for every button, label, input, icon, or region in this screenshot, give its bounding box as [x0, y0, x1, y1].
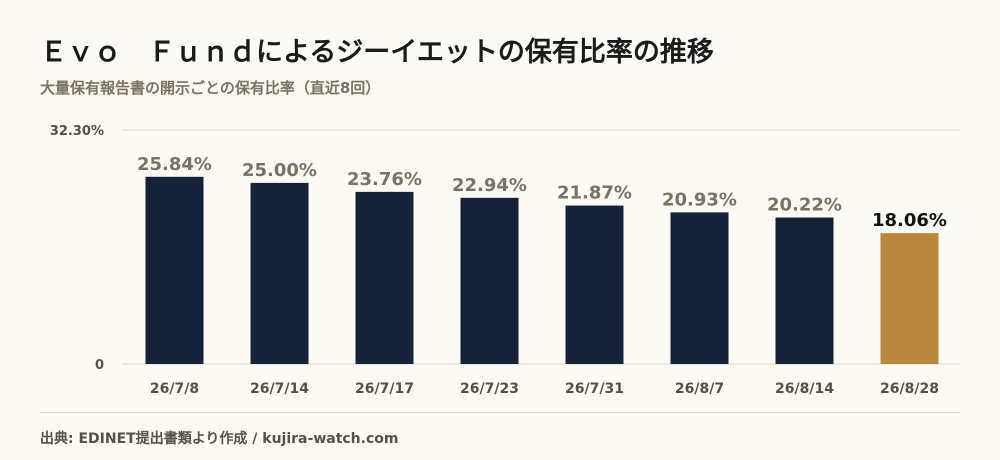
bar-value-label: 20.22%: [767, 195, 842, 216]
y-tick-label: 0: [95, 358, 104, 373]
bar-value-label: 23.76%: [347, 169, 422, 190]
bar: [565, 205, 624, 364]
source-divider: [40, 412, 960, 413]
bar: [355, 191, 414, 364]
bar: [250, 182, 309, 364]
x-tick-label: 26/7/14: [250, 381, 309, 397]
bar-value-label: 18.06%: [872, 210, 947, 231]
x-tick-label: 26/7/31: [565, 381, 624, 397]
x-tick-label: 26/7/23: [460, 381, 519, 397]
bar-value-label: 22.94%: [452, 175, 527, 196]
chart-title: Ｅｖｏ Ｆｕｎｄによるジーイエットの保有比率の推移: [40, 37, 714, 68]
x-tick-label: 26/8/28: [880, 381, 939, 397]
bar-value-label: 21.87%: [557, 183, 632, 204]
x-tick-label: 26/7/17: [355, 381, 414, 397]
bar: [460, 197, 519, 364]
bar-value-label: 25.84%: [137, 154, 212, 175]
x-tick-label: 26/8/14: [775, 381, 834, 397]
y-tick-label: 32.30%: [50, 124, 104, 139]
bar: [670, 212, 729, 364]
bar-layer: [145, 176, 939, 364]
bar-value-label: 25.00%: [242, 160, 317, 181]
bar: [880, 233, 939, 364]
source-note: 出典: EDINET提出書類より作成 / kujira-watch.com: [40, 431, 399, 447]
bar-value-label: 20.93%: [662, 189, 737, 210]
x-tick-label: 26/7/8: [150, 381, 199, 397]
bar: [145, 176, 204, 364]
label-layer: 32.30% 0 25.84% 26/7/8 25.00% 26/7/14 23.76% 26…: [50, 124, 947, 397]
chart-subtitle: 大量保有報告書の開示ごとの保有比率（直近8回）: [40, 79, 381, 97]
x-tick-label: 26/8/7: [675, 381, 724, 397]
bar: [775, 217, 834, 364]
